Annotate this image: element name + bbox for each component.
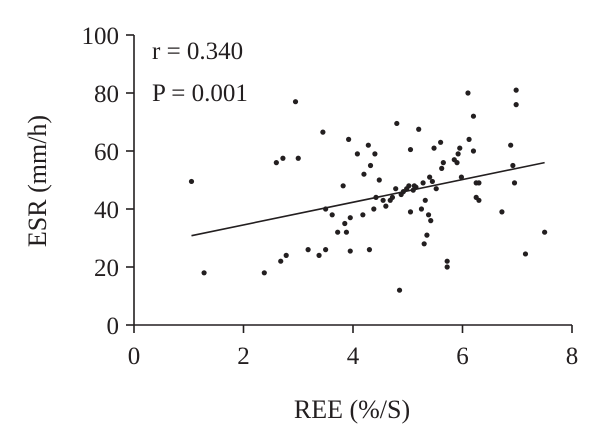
- data-point: [273, 160, 279, 166]
- data-point: [428, 218, 434, 224]
- data-point: [522, 251, 529, 257]
- data-point: [407, 209, 414, 215]
- data-point: [316, 252, 322, 258]
- data-point: [510, 162, 516, 169]
- data-point: [427, 174, 433, 180]
- data-point: [439, 165, 445, 171]
- data-point: [371, 206, 377, 212]
- annotation-r: r = 0.340: [152, 38, 243, 65]
- data-point: [261, 270, 267, 276]
- y-tick-label: 20: [94, 255, 119, 282]
- data-point: [440, 160, 446, 166]
- x-tick-label: 6: [456, 343, 469, 370]
- data-point: [454, 160, 460, 166]
- data-point: [418, 206, 425, 212]
- data-point: [360, 212, 366, 218]
- data-point: [394, 120, 400, 127]
- data-point: [367, 162, 374, 169]
- data-point: [380, 197, 386, 203]
- data-point: [466, 136, 472, 142]
- data-point: [416, 126, 422, 132]
- data-point: [278, 258, 284, 264]
- data-point: [323, 247, 329, 253]
- data-point: [389, 194, 396, 200]
- data-point: [476, 180, 482, 186]
- data-point: [372, 151, 378, 157]
- data-point: [513, 87, 519, 93]
- data-point: [305, 247, 311, 253]
- x-axis-title: REE (%/S): [294, 395, 410, 424]
- data-point: [455, 151, 461, 157]
- x-tick-label: 0: [128, 343, 141, 370]
- data-point: [508, 142, 514, 148]
- data-point: [201, 270, 207, 276]
- data-point: [366, 247, 373, 253]
- data-point: [335, 229, 341, 235]
- data-point: [465, 90, 471, 96]
- x-tick-label: 2: [237, 343, 250, 370]
- data-point: [425, 212, 432, 218]
- y-tick-label: 40: [94, 197, 119, 224]
- data-point: [329, 212, 335, 218]
- data-point: [511, 180, 518, 186]
- annotation-p: P = 0.001: [152, 80, 248, 107]
- data-point: [476, 197, 482, 203]
- data-point: [422, 197, 428, 203]
- data-point: [420, 180, 426, 186]
- trendline: [191, 161, 545, 237]
- data-point: [347, 215, 353, 221]
- data-point: [429, 178, 435, 185]
- data-point: [188, 178, 195, 185]
- data-point: [342, 220, 348, 227]
- data-point: [396, 287, 403, 293]
- y-tick-label: 80: [94, 81, 119, 108]
- data-point: [361, 171, 367, 177]
- data-point: [457, 145, 463, 151]
- data-point: [438, 139, 444, 145]
- data-point: [470, 113, 477, 119]
- x-tick-label: 8: [566, 343, 579, 370]
- data-point: [292, 99, 299, 105]
- data-point: [513, 102, 519, 108]
- data-point: [283, 252, 289, 258]
- data-point: [343, 229, 350, 235]
- data-point: [376, 177, 382, 183]
- data-point: [499, 209, 505, 215]
- data-point: [383, 203, 389, 209]
- data-point: [458, 174, 465, 180]
- trendline-group: [191, 161, 545, 237]
- data-points: [188, 87, 548, 293]
- data-point: [295, 155, 301, 161]
- data-point: [365, 142, 371, 148]
- data-point: [346, 136, 352, 142]
- data-point: [421, 241, 427, 247]
- y-tick-label: 60: [94, 139, 119, 166]
- data-point: [320, 129, 326, 135]
- data-point: [347, 248, 353, 254]
- data-point: [393, 186, 399, 192]
- data-point: [280, 155, 286, 161]
- data-point: [406, 183, 412, 189]
- data-point: [433, 186, 439, 192]
- data-point: [340, 183, 346, 189]
- data-point: [542, 229, 548, 235]
- y-tick-label: 0: [107, 313, 120, 340]
- data-point: [444, 264, 450, 270]
- data-point: [354, 151, 360, 157]
- data-point: [424, 232, 430, 238]
- data-point: [444, 258, 450, 264]
- y-axis-title: ESR (mm/h): [23, 115, 52, 247]
- data-point: [407, 146, 414, 153]
- data-point: [470, 148, 477, 154]
- y-tick-label: 100: [82, 23, 120, 50]
- data-point: [431, 145, 437, 151]
- x-tick-label: 4: [347, 343, 360, 370]
